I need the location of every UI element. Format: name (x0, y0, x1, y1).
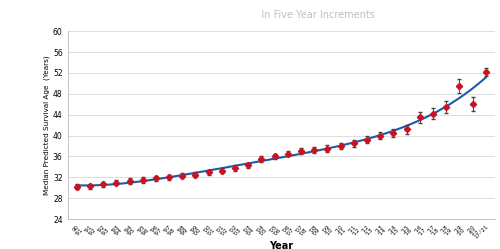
X-axis label: Year: Year (269, 241, 293, 249)
Text: Median Predicted Survival Age, 1990–2021: Median Predicted Survival Age, 1990–2021 (6, 10, 274, 20)
Text: In Five Year Increments: In Five Year Increments (252, 10, 376, 20)
Y-axis label: Median Predicted Survival Age  (Years): Median Predicted Survival Age (Years) (44, 55, 50, 195)
